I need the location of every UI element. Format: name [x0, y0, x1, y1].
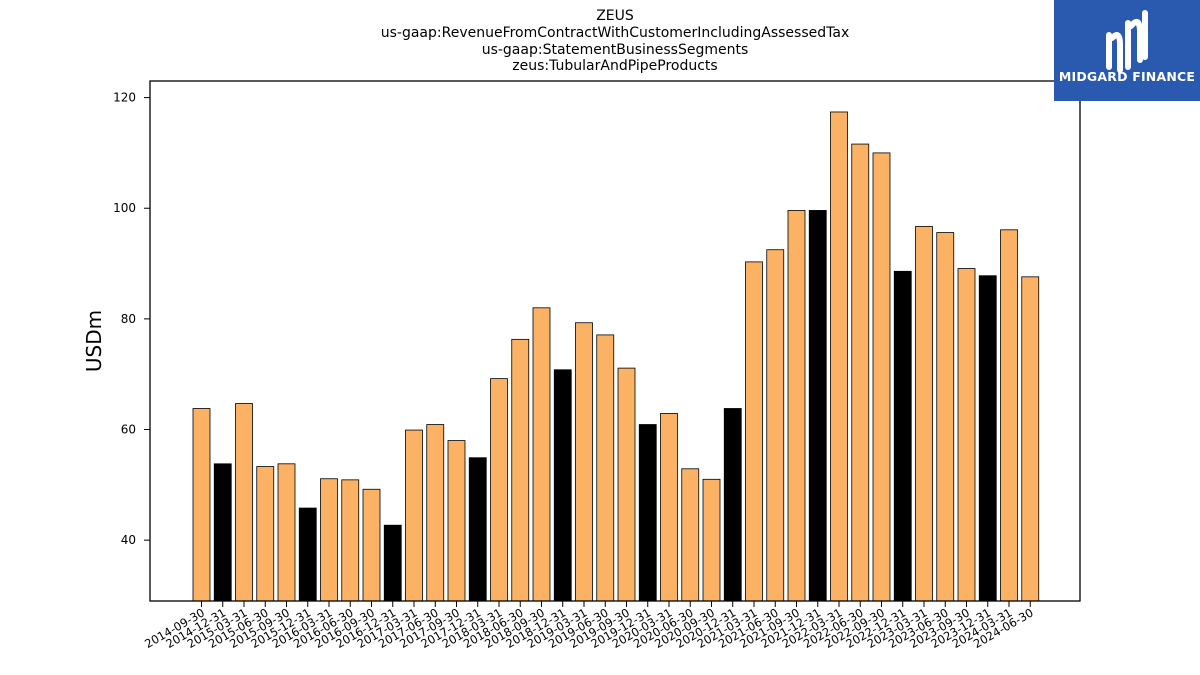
y-tick-label-100: 100: [113, 201, 136, 215]
bar-2019-09-30: [617, 367, 636, 602]
bar-2017-12-31: [468, 457, 487, 602]
bar-2017-06-30: [426, 424, 445, 602]
bar-2021-09-30: [787, 210, 806, 602]
y-tick-label-60: 60: [121, 423, 136, 437]
bar-2018-03-31: [490, 378, 508, 602]
bar-2020-06-30: [681, 468, 700, 602]
bar-2019-03-31: [575, 322, 593, 602]
midgard-finance-logo: MIDGARD FINANCE: [1054, 0, 1200, 101]
logo-text: MIDGARD FINANCE: [1058, 69, 1196, 84]
bar-2016-12-31: [383, 524, 402, 602]
bar-2023-03-31: [915, 226, 933, 602]
plot-frame: [149, 80, 1081, 602]
chart-subtitle-concept: us-gaap:RevenueFromContractWithCustomerI…: [380, 25, 850, 41]
bar-2014-09-30: [192, 408, 211, 602]
bar-2020-12-31: [723, 408, 742, 602]
bar-2015-06-30: [256, 466, 275, 602]
bar-2019-12-31: [638, 424, 657, 602]
bar-2016-09-30: [362, 488, 381, 602]
y-tick-label-80: 80: [121, 312, 136, 326]
bar-2016-06-30: [341, 479, 360, 602]
chart-subtitle-member: zeus:TubularAndPipeProducts: [512, 58, 718, 74]
bar-2022-06-30: [851, 143, 870, 602]
bar-2015-03-31: [235, 403, 253, 602]
bar-2021-12-31: [808, 210, 827, 602]
bar-2015-12-31: [298, 507, 317, 602]
bar-2018-12-31: [553, 369, 572, 602]
bar-2017-09-30: [447, 440, 466, 602]
y-tick-label-120: 120: [113, 91, 136, 105]
chart-subtitle-axis: us-gaap:StatementBusinessSegments: [481, 42, 749, 58]
bar-2020-09-30: [702, 478, 721, 602]
bar-2023-06-30: [936, 232, 955, 602]
y-tick-label-40: 40: [121, 533, 136, 547]
bar-2023-12-31: [978, 275, 997, 602]
bar-2018-06-30: [511, 338, 530, 602]
y-axis-label: USDm: [82, 310, 106, 372]
bar-2015-09-30: [277, 463, 296, 602]
bar-2019-06-30: [596, 334, 615, 602]
midgard-logo-icon: [1106, 10, 1148, 73]
bar-2023-09-30: [957, 268, 976, 602]
bar-2022-03-31: [830, 111, 848, 602]
chart-title: ZEUS: [596, 8, 634, 24]
bar-2014-12-31: [213, 463, 232, 602]
bar-2024-06-30: [1021, 276, 1040, 602]
bar-2016-03-31: [320, 478, 338, 602]
bar-2021-03-31: [745, 261, 763, 602]
bar-2018-09-30: [532, 307, 551, 602]
bar-2017-03-31: [405, 429, 423, 602]
bar-2021-06-30: [766, 249, 785, 602]
bar-2022-12-31: [893, 270, 912, 602]
bar-2024-03-31: [1000, 229, 1018, 602]
bar-2022-09-30: [872, 152, 891, 602]
bar-2020-03-31: [660, 413, 678, 602]
